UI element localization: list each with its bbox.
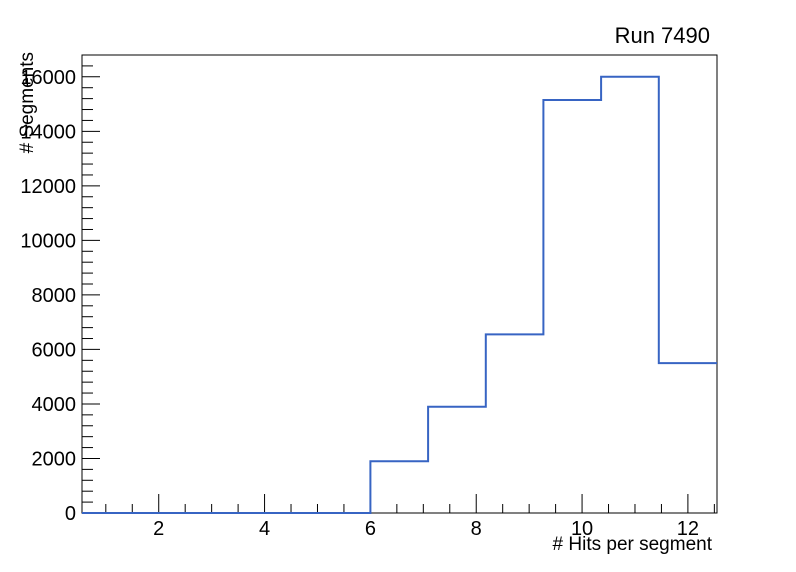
chart-title: Run 7490: [615, 23, 710, 48]
x-tick-label: 8: [471, 518, 482, 540]
y-axis-title: # Segments: [17, 52, 38, 153]
y-tick-label: 16000: [20, 67, 76, 89]
x-tick-label: 10: [571, 518, 593, 540]
x-axis-title: # Hits per segment: [553, 534, 713, 555]
y-tick-label: 14000: [20, 121, 76, 143]
plot-frame: [81, 54, 718, 514]
y-axis-tick-labels: 0 2000 4000 6000 8000 10000 12000 14000 16000: [20, 67, 76, 525]
y-tick-label: 8000: [32, 285, 77, 307]
x-axis-minor-ticks: [105, 504, 715, 513]
x-tick-label: 2: [153, 518, 164, 540]
y-tick-label: 2000: [32, 448, 77, 470]
x-tick-label: 4: [259, 518, 270, 540]
x-tick-label: 6: [365, 518, 376, 540]
x-tick-label: 12: [677, 518, 699, 540]
y-axis-minor-ticks: [82, 65, 93, 503]
y-tick-label: 12000: [20, 176, 76, 198]
y-tick-label: 6000: [32, 339, 77, 361]
histogram-step-line: [82, 75, 717, 514]
y-tick-label: 0: [65, 503, 76, 525]
x-axis-tick-labels: 2 4 6 8 10 12: [153, 518, 699, 540]
y-tick-label: 10000: [20, 230, 76, 252]
y-tick-label: 4000: [32, 394, 77, 416]
